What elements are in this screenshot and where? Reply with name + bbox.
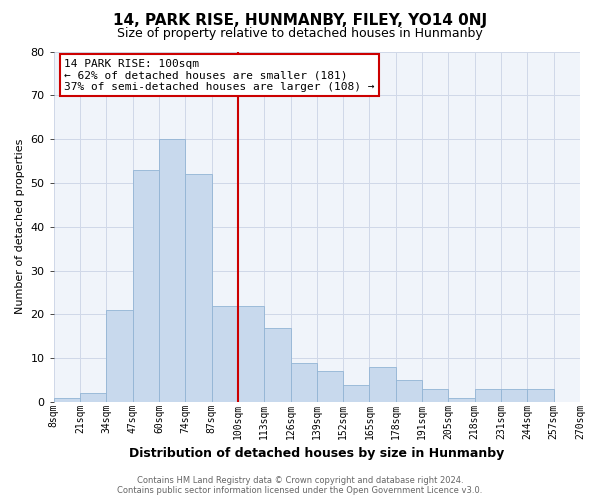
Bar [501,389,527,402]
Bar [448,398,475,402]
Bar [185,174,212,402]
X-axis label: Distribution of detached houses by size in Hunmanby: Distribution of detached houses by size … [129,447,505,460]
Bar [133,170,159,402]
Text: Contains HM Land Registry data © Crown copyright and database right 2024.
Contai: Contains HM Land Registry data © Crown c… [118,476,482,495]
Bar [370,367,396,402]
Bar [54,398,80,402]
Y-axis label: Number of detached properties: Number of detached properties [15,139,25,314]
Bar [80,394,106,402]
Bar [264,328,290,402]
Bar [212,306,238,402]
Bar [396,380,422,402]
Bar [106,310,133,402]
Bar [159,139,185,402]
Text: Size of property relative to detached houses in Hunmanby: Size of property relative to detached ho… [117,28,483,40]
Bar [290,362,317,402]
Bar [527,389,554,402]
Bar [422,389,448,402]
Bar [343,384,370,402]
Text: 14 PARK RISE: 100sqm
← 62% of detached houses are smaller (181)
37% of semi-deta: 14 PARK RISE: 100sqm ← 62% of detached h… [64,58,375,92]
Bar [238,306,264,402]
Bar [317,372,343,402]
Text: 14, PARK RISE, HUNMANBY, FILEY, YO14 0NJ: 14, PARK RISE, HUNMANBY, FILEY, YO14 0NJ [113,12,487,28]
Bar [475,389,501,402]
